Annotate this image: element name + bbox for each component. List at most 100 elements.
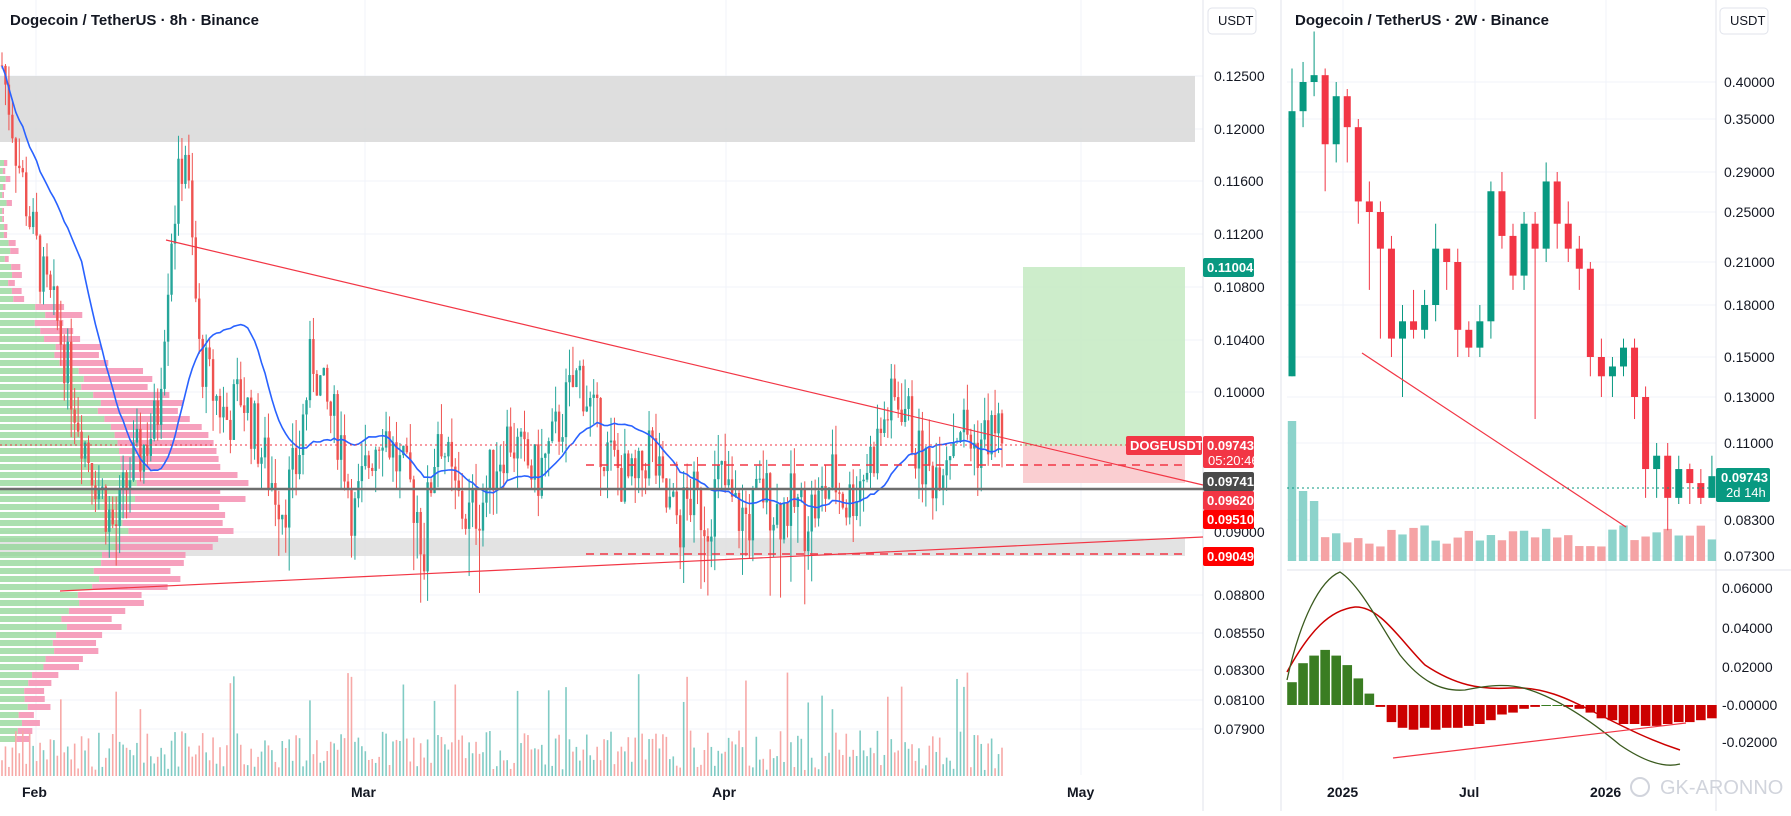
profile-bar-buy <box>0 664 44 670</box>
left-volume-bar <box>707 732 709 776</box>
profile-bar-sell <box>12 272 22 278</box>
left-candle-body <box>301 414 305 456</box>
left-volume-bar <box>56 755 59 776</box>
left-candle-body <box>523 431 526 440</box>
target-zone[interactable] <box>1023 267 1185 446</box>
left-volume-bar <box>118 741 121 776</box>
right-volume-bar <box>1674 535 1683 561</box>
left-volume-bar <box>693 747 695 776</box>
left-candle-body <box>692 471 696 516</box>
left-price-axis[interactable]: USDT 0.12500 0.12000 0.11600 0.11200 0.10800… <box>1126 7 1265 737</box>
right-volume-bar <box>1619 525 1628 561</box>
left-candle-body <box>775 504 779 525</box>
profile-bar-sell <box>34 320 64 326</box>
right-candle-body <box>1586 268 1594 357</box>
left-candle-body <box>557 411 561 442</box>
left-candle-body <box>59 320 63 345</box>
left-volume-bar <box>143 762 145 776</box>
right-candle-body <box>1664 455 1672 498</box>
left-volume-bar <box>970 767 972 776</box>
profile-bar-sell <box>24 688 45 694</box>
left-volume-bar <box>700 764 702 776</box>
left-candle-body <box>177 158 180 224</box>
right-volume-bar <box>1354 538 1363 561</box>
macd-bar-negative <box>1419 705 1430 728</box>
right-volume-bar <box>1707 539 1717 561</box>
right-volume-bar <box>1652 532 1661 561</box>
left-candle-body <box>125 472 128 489</box>
right-x-tick-labels: 2025 Jul 2026 <box>1327 784 1621 800</box>
left-candle-body <box>505 426 509 474</box>
left-candle-body <box>948 456 952 461</box>
left-candle-body <box>561 437 564 442</box>
left-volume-bar <box>94 769 97 776</box>
left-candle-body <box>384 431 388 448</box>
left-volume-bar <box>264 740 266 776</box>
left-candle-body <box>665 478 668 508</box>
left-candle-body <box>416 512 419 523</box>
left-candle-body <box>841 493 845 508</box>
left-volume-bar <box>46 759 48 776</box>
profile-bar-buy <box>0 536 120 542</box>
descending-trendline[interactable] <box>165 239 1204 486</box>
left-volume-bar <box>582 749 585 776</box>
right-volume-bar <box>1376 546 1385 561</box>
profile-bar-sell <box>104 416 190 422</box>
profile-bar-buy <box>0 408 98 414</box>
left-volume-bar <box>745 680 747 776</box>
macd-trendline[interactable] <box>1392 722 1687 759</box>
left-candle-body <box>571 375 575 388</box>
left-volume-bar <box>842 755 844 776</box>
left-volume-bar <box>810 757 813 776</box>
left-candle-body <box>454 466 457 481</box>
left-volume-bar <box>862 750 865 776</box>
left-candle-body <box>758 478 761 480</box>
left-candle-body <box>18 165 21 169</box>
macd-bar-negative <box>1673 705 1684 723</box>
left-candle-body <box>855 501 858 517</box>
profile-bar-buy <box>0 264 12 270</box>
left-candle-body <box>132 442 135 481</box>
right-currency-button[interactable]: USDT <box>1730 13 1765 28</box>
macd-bar-negative <box>1452 705 1463 728</box>
left-candle-body <box>364 455 367 467</box>
profile-bar-sell <box>4 224 8 230</box>
left-candle-body <box>737 492 741 531</box>
left-candle-body <box>218 395 222 418</box>
macd-y-tick: 0.02000 <box>1722 659 1773 675</box>
left-candle-body <box>426 482 429 572</box>
left-volume-bar <box>87 738 90 776</box>
left-candle-body <box>599 397 602 468</box>
ascending-trendline[interactable] <box>59 536 1204 592</box>
right-volume-bar <box>1685 535 1694 561</box>
left-volume-bar <box>388 765 391 776</box>
left-volume-bar <box>25 763 28 776</box>
macd-bar-negative <box>1497 705 1507 715</box>
left-volume-bar <box>80 736 83 776</box>
left-volume-bar <box>658 748 661 776</box>
left-volume-bar <box>1 760 3 776</box>
left-candle-body <box>87 442 90 464</box>
right-candle-body <box>1343 96 1351 128</box>
left-volume-bar <box>793 767 796 776</box>
right-x-tick: Jul <box>1459 784 1479 800</box>
left-candle-body <box>474 489 478 529</box>
right-price-axis[interactable]: USDT 0.40000 0.35000 0.29000 0.25000 0.21000… <box>1716 7 1775 564</box>
left-volume-bar <box>108 748 111 776</box>
macd-line <box>1286 571 1681 766</box>
left-candle-body <box>834 454 838 493</box>
left-volume-bar <box>21 730 24 776</box>
left-candle-body <box>111 509 114 525</box>
left-volume-bar <box>419 743 422 776</box>
right-candle-body <box>1697 483 1705 498</box>
left-volume-bar <box>855 755 858 776</box>
right-volume-bar <box>1530 537 1540 561</box>
left-currency-button[interactable]: USDT <box>1218 13 1253 28</box>
right-candle-body <box>1454 262 1462 330</box>
right-trendline[interactable] <box>1361 352 1627 528</box>
left-volume-bar <box>302 766 304 776</box>
macd-y-tick: -0.00000 <box>1722 697 1777 713</box>
profile-bar-buy <box>0 168 3 174</box>
left-candle-body <box>467 502 471 529</box>
left-candle-body <box>409 452 412 480</box>
